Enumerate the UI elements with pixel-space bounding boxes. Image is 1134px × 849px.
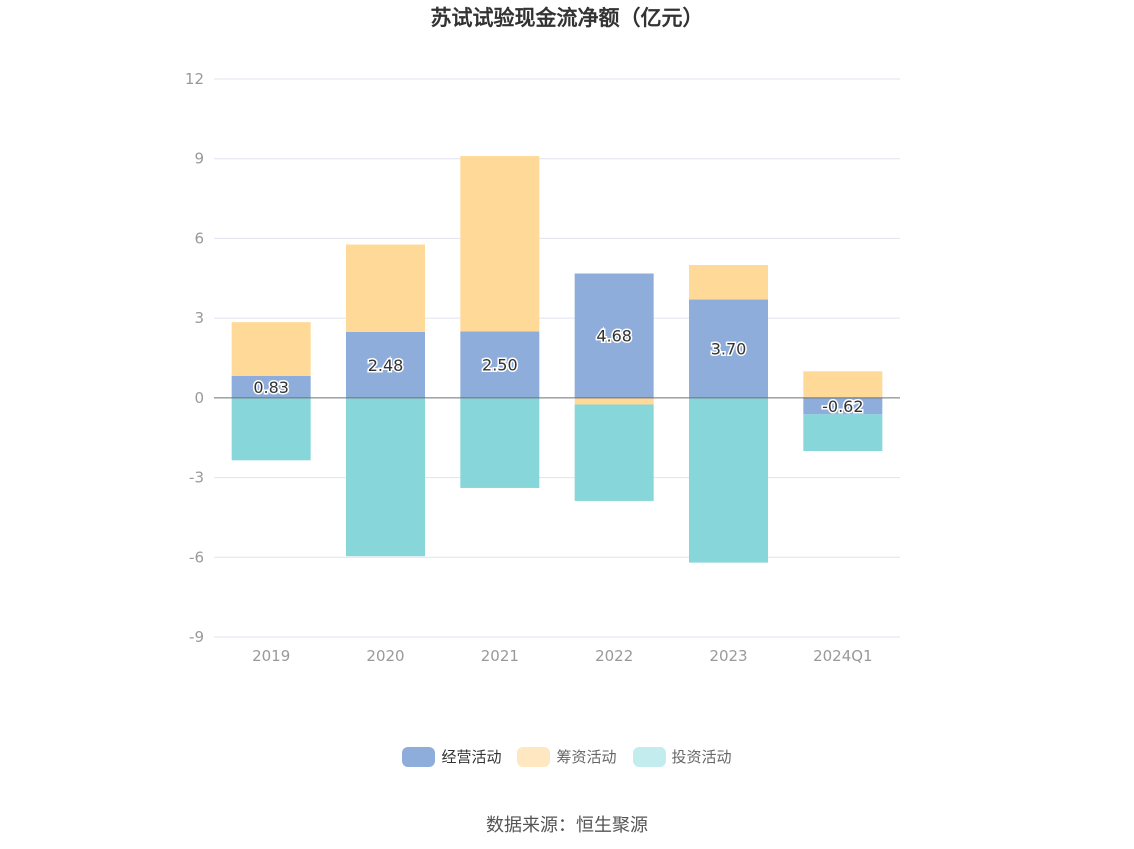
y-tick-label: 0 [194, 389, 204, 407]
bar-segment[interactable] [574, 397, 654, 405]
bar-segment[interactable] [689, 299, 768, 398]
bar-segment[interactable] [231, 322, 311, 376]
legend-label: 投资活动 [671, 748, 732, 766]
x-tick-label: 2023 [709, 647, 747, 665]
bars [231, 156, 883, 563]
bar-segment[interactable] [231, 375, 311, 398]
grid-lines [214, 78, 900, 638]
bar-segment[interactable] [803, 414, 883, 451]
legend-swatch [632, 746, 666, 767]
y-tick-label: 12 [185, 70, 204, 88]
data-label: 0.83 [253, 378, 289, 397]
legend-swatch [402, 746, 436, 767]
legend-swatch [517, 746, 551, 767]
legend-item[interactable]: 筹资活动 [517, 746, 617, 767]
y-tick-label: -6 [189, 548, 204, 566]
chart-title: 苏试试验现金流净额（亿元） [430, 6, 704, 30]
bar-segment[interactable] [346, 397, 425, 557]
data-labels: 0.83 2.48 2.50 4.68 3.70 -0.62 [252, 325, 865, 417]
data-label: -0.62 [822, 397, 863, 416]
bar-segment[interactable] [460, 331, 540, 398]
bar-segment[interactable] [689, 397, 768, 563]
legend-item[interactable]: 投资活动 [632, 746, 732, 767]
bar-segment[interactable] [574, 273, 654, 398]
y-tick-label: 9 [194, 150, 204, 168]
bar-segment[interactable] [460, 156, 540, 332]
x-tick-label: 2022 [595, 647, 633, 665]
data-label: 3.70 [711, 340, 747, 359]
x-tick-label: 2020 [366, 647, 404, 665]
bar-segment[interactable] [231, 397, 311, 461]
legend[interactable]: 经营活动 筹资活动 投资活动 [0, 746, 1134, 767]
x-tick-label: 2019 [252, 647, 290, 665]
legend-label: 筹资活动 [556, 748, 617, 766]
y-tick-label: -3 [189, 469, 204, 487]
y-tick-label: 3 [194, 309, 204, 327]
data-label: 2.50 [482, 356, 518, 375]
x-tick-label: 2024Q1 [813, 647, 873, 665]
bar-segment[interactable] [346, 331, 425, 398]
bar-segment[interactable] [803, 397, 883, 415]
y-tick-label: -9 [189, 628, 204, 646]
legend-label: 经营活动 [441, 748, 502, 766]
bar-segment[interactable] [803, 371, 883, 398]
data-label: 4.68 [596, 327, 632, 346]
legend-item[interactable]: 经营活动 [402, 746, 501, 767]
x-tick-label: 2021 [481, 647, 519, 665]
bar-segment[interactable] [346, 244, 425, 332]
axes: 12 9 6 3 0 -3 -6 -9 2019 2020 2021 2022 2023 2024Q1 [185, 70, 900, 665]
y-tick-label: 6 [194, 229, 204, 247]
bar-segment[interactable] [574, 404, 654, 501]
source-note: 数据来源：恒生聚源 [486, 815, 648, 836]
bar-segment[interactable] [460, 397, 540, 488]
bar-segment[interactable] [689, 265, 768, 300]
data-label: 2.48 [368, 356, 404, 375]
